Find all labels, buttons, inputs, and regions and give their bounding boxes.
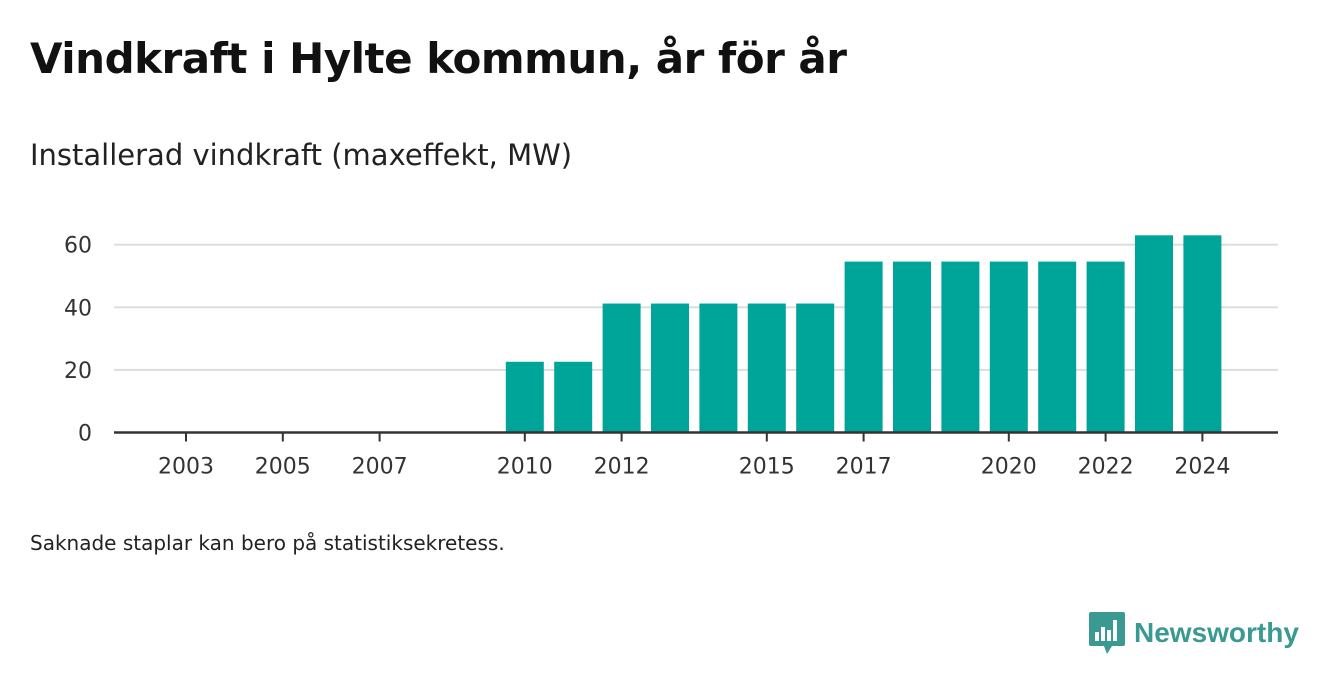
bar bbox=[989, 261, 1028, 433]
x-tick-label: 2020 bbox=[981, 455, 1037, 480]
bar bbox=[941, 261, 980, 433]
x-tick-labels: 2003 2005 2007 2010 2012 2015 2017 2020 2022 2024 bbox=[158, 455, 1230, 480]
bar bbox=[747, 303, 786, 433]
chart-subtitle: Installerad vindkraft (maxeffekt, MW) bbox=[30, 138, 573, 172]
bar bbox=[699, 303, 738, 433]
bar bbox=[602, 303, 641, 433]
x-tick-label: 2017 bbox=[836, 455, 892, 480]
bar bbox=[844, 261, 883, 433]
y-tick-label: 40 bbox=[64, 296, 92, 321]
footnote: Saknade staplar kan bero på statistiksek… bbox=[30, 531, 505, 555]
x-tick-label: 2005 bbox=[255, 455, 311, 480]
bar bbox=[651, 303, 689, 433]
bar bbox=[1135, 235, 1173, 433]
x-tick-label: 2010 bbox=[497, 455, 553, 480]
brand-name: Newsworthy bbox=[1134, 617, 1299, 648]
x-tick-label: 2012 bbox=[594, 455, 650, 480]
x-tick-label: 2007 bbox=[352, 455, 408, 480]
x-tick-label: 2015 bbox=[739, 455, 795, 480]
chart-title: Vindkraft i Hylte kommun, år för år bbox=[30, 34, 847, 83]
x-tick-label: 2003 bbox=[158, 455, 214, 480]
y-tick-label: 20 bbox=[64, 359, 92, 384]
x-axis bbox=[114, 431, 1278, 442]
y-tick-label: 60 bbox=[64, 234, 92, 259]
bars bbox=[505, 235, 1222, 433]
bar bbox=[893, 261, 931, 433]
x-tick-label: 2024 bbox=[1174, 455, 1230, 480]
bar bbox=[505, 361, 544, 433]
bar bbox=[1086, 261, 1125, 433]
bar bbox=[796, 303, 835, 433]
y-tick-label: 0 bbox=[78, 422, 92, 447]
y-tick-labels: 0 20 40 60 bbox=[64, 234, 92, 447]
x-tick-label: 2022 bbox=[1078, 455, 1134, 480]
newsworthy-bars-icon bbox=[1089, 612, 1125, 654]
bar bbox=[1038, 261, 1077, 433]
newsworthy-logo[interactable]: Newsworthy bbox=[1088, 610, 1299, 656]
bar bbox=[554, 361, 593, 433]
bar bbox=[1183, 235, 1222, 433]
gridlines bbox=[114, 243, 1278, 371]
